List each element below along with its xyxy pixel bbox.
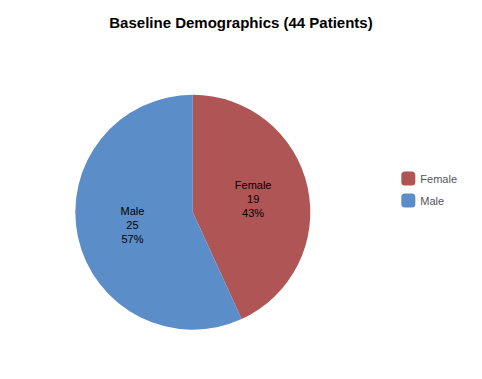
svg-text:Male: Male (420, 195, 444, 207)
svg-text:25: 25 (126, 219, 138, 231)
svg-text:Female: Female (235, 179, 272, 191)
svg-text:19: 19 (247, 193, 259, 205)
svg-text:43%: 43% (242, 207, 264, 219)
svg-text:Female: Female (420, 173, 457, 185)
svg-text:Baseline Demographics (44 Pati: Baseline Demographics (44 Patients) (109, 14, 372, 31)
svg-text:Male: Male (121, 205, 145, 217)
svg-text:57%: 57% (121, 233, 143, 245)
